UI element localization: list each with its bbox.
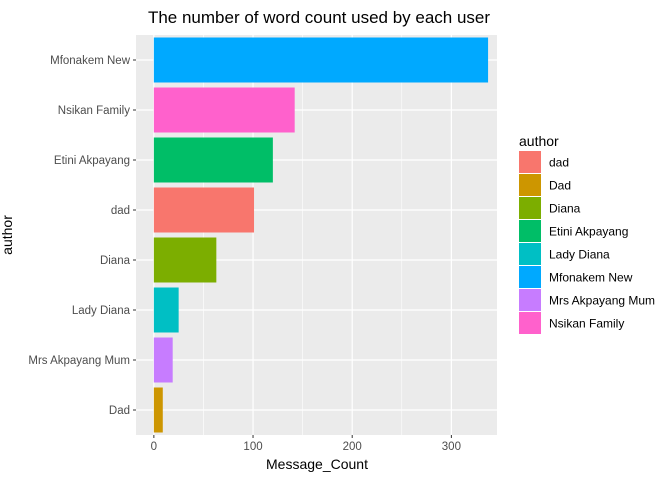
legend-label: Mrs Akpayang Mum [549, 294, 655, 308]
x-axis-ticks: 0 100 200 300 [151, 435, 461, 453]
y-tick-label: Lady Diana [72, 305, 131, 317]
legend-label: dad [549, 156, 569, 170]
x-tick-label: 0 [151, 441, 157, 453]
bar [153, 387, 163, 433]
bar [153, 37, 489, 83]
y-tick-label: Etini Akpayang [54, 155, 130, 167]
bar [153, 287, 179, 333]
y-tick-label: Dad [109, 405, 130, 417]
legend-label: Etini Akpayang [549, 225, 628, 239]
legend-label: Dad [549, 179, 571, 193]
legend-key [519, 174, 541, 196]
y-tick-label: dad [111, 205, 130, 217]
legend-key [519, 220, 541, 242]
legend-key [519, 266, 541, 288]
legend-label: Nsikan Family [549, 317, 624, 331]
legend: author dad Dad Diana Etini Akpayang Lady Dia… [519, 133, 655, 334]
y-axis-title: author [0, 215, 15, 255]
y-tick-label: Nsikan Family [58, 105, 130, 117]
legend-label: Lady Diana [549, 248, 610, 262]
legend-key [519, 289, 541, 311]
bars [153, 37, 489, 433]
legend-key [519, 151, 541, 173]
x-tick-label: 100 [243, 441, 262, 453]
legend-label: Mfonakem New [549, 271, 633, 285]
y-tick-label: Mfonakem New [50, 55, 131, 67]
x-tick-label: 200 [343, 441, 362, 453]
legend-label: Diana [549, 202, 581, 216]
bar [153, 87, 295, 133]
bar [153, 187, 255, 233]
legend-title: author [519, 133, 559, 149]
bar [153, 337, 173, 383]
legend-key [519, 197, 541, 219]
x-axis-title: Message_Count [266, 456, 368, 472]
y-tick-label: Mrs Akpayang Mum [28, 355, 130, 367]
legend-key [519, 243, 541, 265]
y-axis-ticks: Mfonakem New Nsikan Family Etini Akpayang d… [28, 55, 136, 417]
x-tick-label: 300 [442, 441, 461, 453]
legend-key [519, 312, 541, 334]
bar [153, 237, 217, 283]
chart-title: The number of word count used by each us… [148, 8, 490, 27]
y-tick-label: Diana [100, 255, 131, 267]
bar [153, 137, 273, 183]
